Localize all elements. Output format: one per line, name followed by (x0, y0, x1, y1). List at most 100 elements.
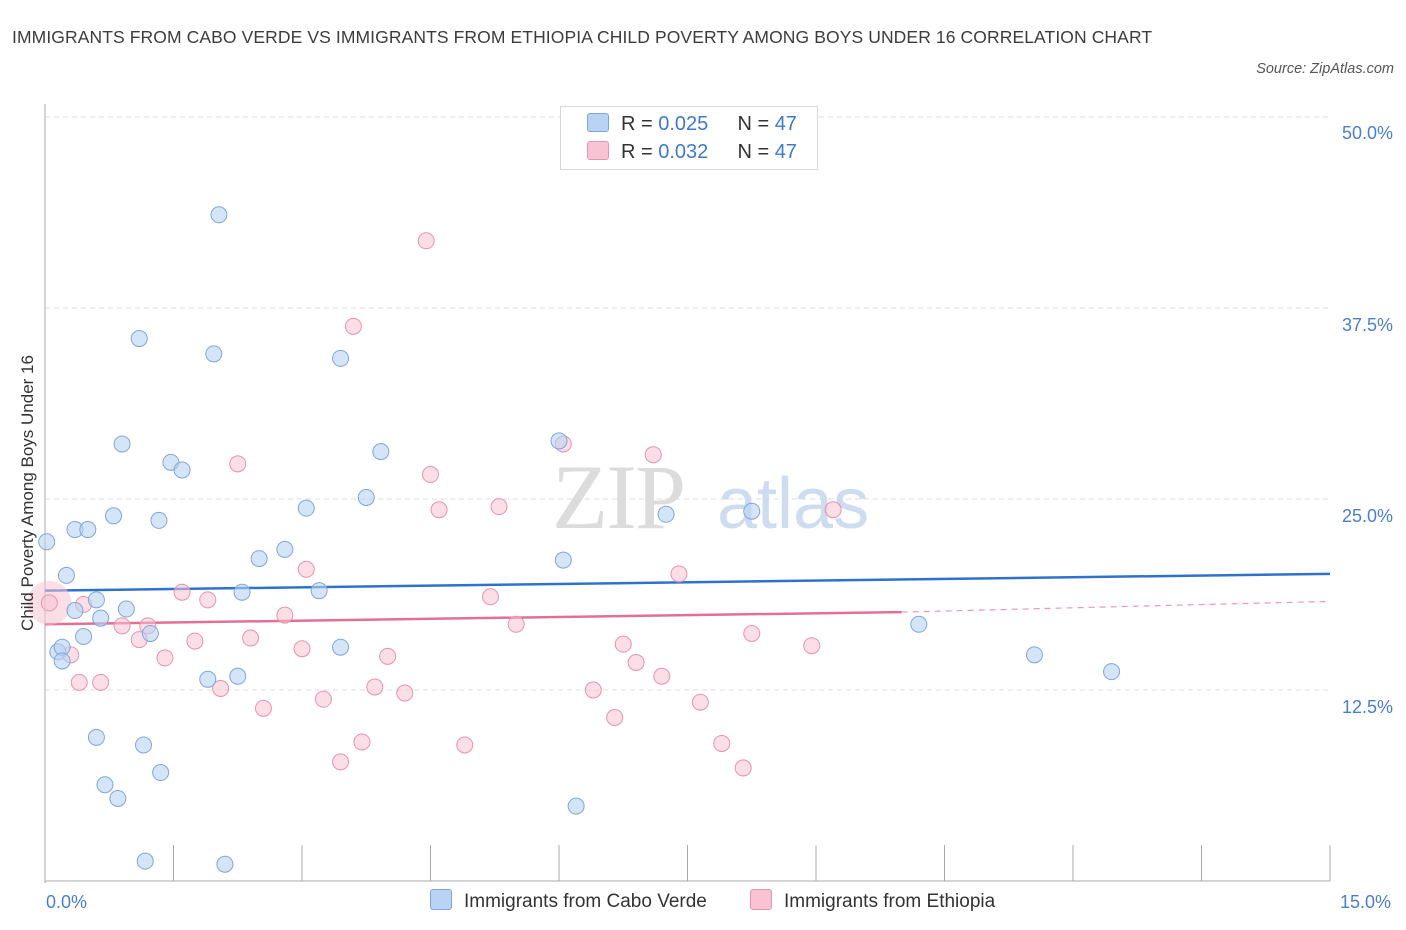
data-point-ethiopia (490, 498, 508, 516)
legend-r-label: R = (621, 141, 659, 163)
data-point-cabo-verde (233, 583, 251, 601)
data-point-ethiopia (422, 466, 439, 484)
legend-r-value: 0.025 (658, 113, 709, 135)
data-point-ethiopia (297, 560, 315, 578)
data-point-cabo-verde (141, 624, 159, 642)
data-point-cabo-verde (332, 638, 350, 656)
trend-line-ethiopia-extension (901, 600, 1331, 613)
data-point-ethiopia (366, 678, 384, 696)
data-point-ethiopia (254, 699, 272, 717)
data-point-ethiopia (332, 753, 350, 771)
data-point-ethiopia (353, 733, 371, 751)
grid-lines (45, 116, 1330, 691)
data-point-ethiopia (713, 734, 731, 752)
legend-r-value: 0.032 (658, 141, 709, 163)
y-tick-label: 37.5% (1341, 315, 1393, 335)
data-point-ethiopia (456, 736, 474, 754)
data-point-cabo-verde (152, 764, 170, 782)
legend-swatch-pink (750, 889, 772, 910)
data-point-ethiopia (314, 690, 332, 708)
data-point-ethiopia (212, 679, 230, 697)
data-point-cabo-verde (657, 505, 675, 523)
data-point-ethiopia (614, 635, 632, 653)
data-point-ethiopia (430, 501, 448, 519)
data-point-cabo-verde (150, 511, 168, 529)
data-point-ethiopia (92, 673, 110, 691)
legend-label: Immigrants from Ethiopia (784, 891, 996, 912)
legend-row-ethiopia: R = 0.032 N = 47 (587, 141, 797, 165)
watermark: ZIP atlas (552, 446, 869, 548)
data-point-cabo-verde (910, 615, 928, 633)
data-point-cabo-verde (117, 600, 135, 618)
stats-legend: R = 0.025 N = 47 R = 0.032 N = 47 (560, 106, 818, 170)
data-point-ethiopia (481, 588, 499, 606)
data-point-cabo-verde (372, 443, 390, 461)
legend-n-label: N = (737, 141, 775, 163)
data-point-cabo-verde (136, 852, 154, 870)
y-tick-label: 12.5% (1341, 697, 1393, 717)
x-tick-label: 15.0% (1340, 892, 1392, 912)
data-point-cabo-verde (276, 540, 294, 558)
legend-n-value: 47 (774, 141, 797, 163)
legend-swatch-blue (430, 889, 452, 910)
data-point-cabo-verde (199, 670, 217, 688)
data-point-ethiopia (743, 624, 761, 642)
legend-row-cabo-verde: R = 0.025 N = 47 (587, 113, 797, 137)
data-point-cabo-verde (297, 499, 315, 517)
data-point-cabo-verde (332, 349, 350, 367)
data-point-ethiopia (691, 693, 709, 711)
y-tick-label: 50.0% (1341, 123, 1393, 143)
data-point-cabo-verde (743, 502, 761, 520)
chart-title: IMMIGRANTS FROM CABO VERDE VS IMMIGRANTS… (12, 27, 1153, 47)
legend-n-value: 47 (774, 113, 797, 135)
data-point-cabo-verde (135, 736, 153, 754)
data-point-ethiopia (156, 649, 174, 667)
data-point-cabo-verde (105, 507, 123, 525)
data-point-cabo-verde (216, 855, 234, 873)
data-point-ethiopia (276, 606, 294, 624)
data-point-ethiopia (584, 681, 602, 699)
data-point-cabo-verde (550, 432, 568, 450)
data-point-ethiopia (670, 565, 688, 583)
data-point-ethiopia (293, 640, 311, 658)
data-point-cabo-verde (567, 797, 585, 815)
data-point-ethiopia (396, 684, 414, 702)
watermark-zip: ZIP (552, 446, 684, 548)
data-point-ethiopia (606, 709, 624, 727)
trend-line-ethiopia (44, 610, 902, 626)
data-point-ethiopia (627, 653, 645, 671)
y-axis-label: Child Poverty Among Boys Under 16 (18, 355, 37, 631)
data-point-cabo-verde (92, 609, 110, 627)
legend-swatch-blue (587, 113, 609, 132)
data-point-cabo-verde (75, 628, 93, 646)
data-point-cabo-verde (173, 461, 191, 479)
data-point-ethiopia (186, 632, 204, 650)
data-point-ethiopia (70, 673, 88, 691)
legend-r-label: R = (621, 113, 659, 135)
data-point-cabo-verde (310, 582, 328, 600)
data-point-cabo-verde (1103, 663, 1121, 681)
data-point-cabo-verde (53, 652, 71, 670)
y-tick-label: 25.0% (1341, 506, 1393, 526)
data-point-cabo-verde (554, 551, 572, 569)
data-point-cabo-verde (205, 345, 223, 363)
data-point-cabo-verde (87, 728, 105, 746)
data-point-cabo-verde (1025, 646, 1043, 664)
data-point-ethiopia (653, 667, 671, 685)
data-point-ethiopia (242, 629, 260, 647)
data-point-cabo-verde (87, 591, 105, 609)
data-point-cabo-verde (109, 789, 127, 807)
data-point-cabo-verde (210, 206, 228, 224)
data-points (27, 206, 1121, 873)
data-point-cabo-verde (79, 521, 97, 539)
data-point-cabo-verde (113, 435, 131, 453)
data-point-cabo-verde (250, 550, 268, 568)
data-point-ethiopia (40, 594, 58, 612)
data-point-ethiopia (824, 501, 842, 519)
data-point-cabo-verde (57, 566, 75, 584)
data-point-cabo-verde (96, 776, 114, 794)
data-point-ethiopia (417, 232, 435, 250)
data-point-ethiopia (507, 615, 525, 633)
axes (44, 104, 1331, 883)
data-point-ethiopia (344, 317, 362, 335)
